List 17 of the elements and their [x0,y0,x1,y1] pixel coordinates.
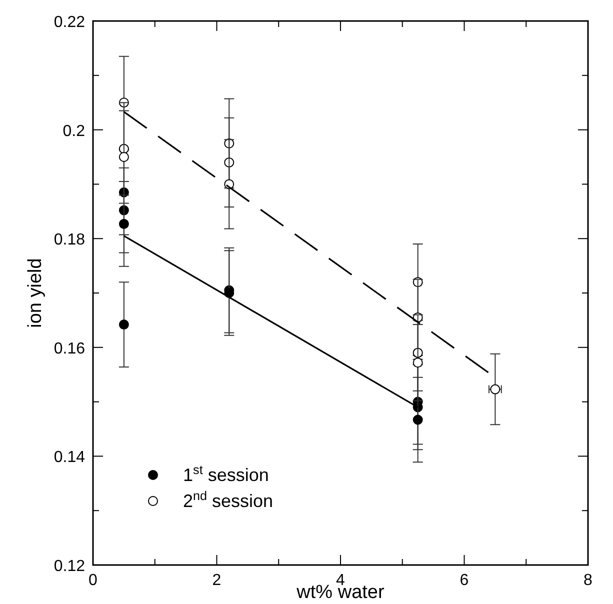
x-tick-label: 0 [88,572,98,589]
y-tick-label: 0.14 [54,449,86,466]
y-tick-label: 0.12 [54,558,86,575]
point [118,152,129,162]
y-axis-title: ion yield [25,258,46,328]
x-tick-label: 6 [460,572,469,589]
point [118,320,129,330]
point [118,218,129,229]
legend-label: 2$^{nd}$ session [183,489,274,511]
y-tick-label: 0.16 [54,340,86,358]
point [412,414,423,425]
y-tick-label: 0.18 [54,232,86,249]
x-tick-label: 2 [212,572,222,589]
y-tick-label: 0.22 [54,14,86,31]
y-tick-label: 0.2 [62,122,86,140]
legend-label: 1$^{st}$ session [183,463,269,485]
x-tick-label: 8 [584,572,593,589]
